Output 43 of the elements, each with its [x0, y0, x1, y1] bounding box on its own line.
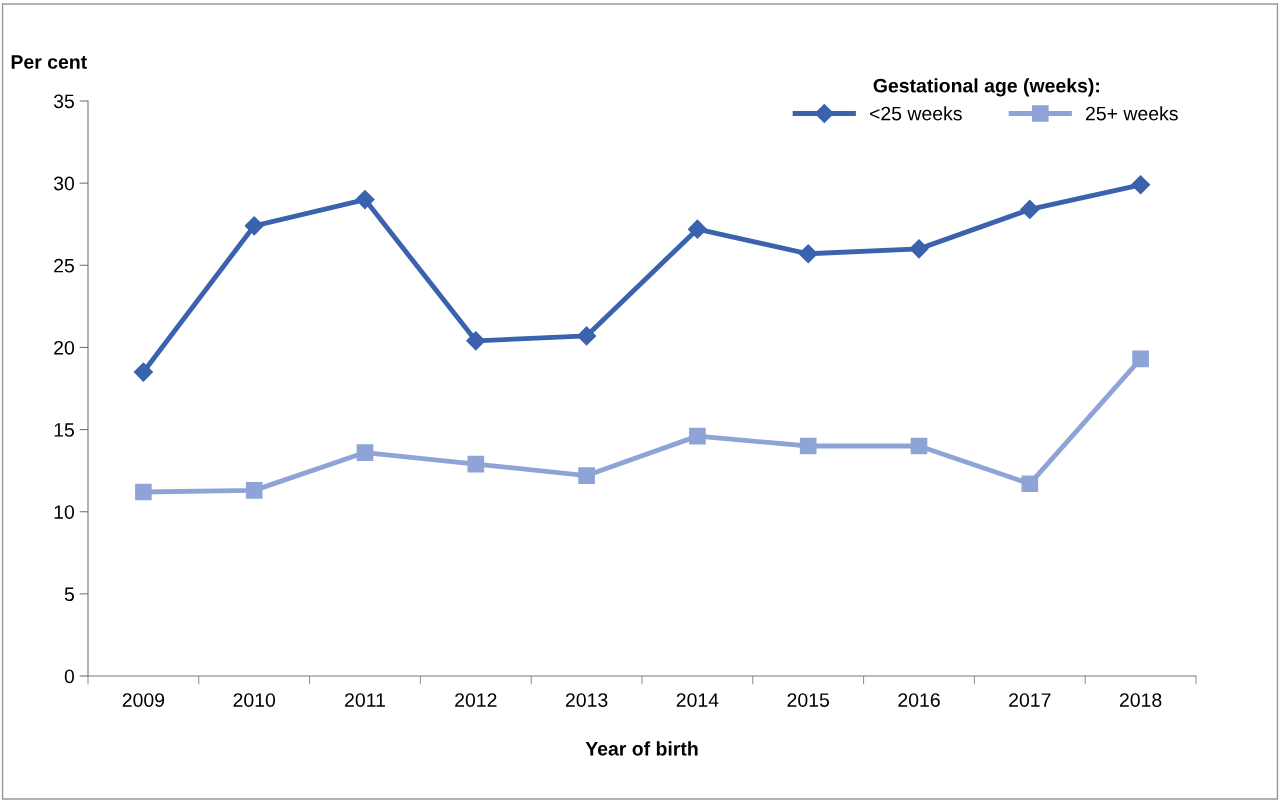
- y-tick-label: 30: [53, 176, 75, 191]
- y-tick-label: 10: [54, 505, 75, 519]
- point: [909, 239, 929, 259]
- y-tick-label: 35: [53, 94, 74, 109]
- point: [1020, 199, 1040, 219]
- x-tick-label: 2018: [1119, 693, 1162, 707]
- point: [466, 331, 486, 351]
- x-tick-label: 2010: [233, 693, 276, 707]
- point: [355, 190, 375, 210]
- point: [245, 482, 263, 499]
- point: [577, 326, 597, 346]
- point: [910, 437, 928, 455]
- x-axis-title: Year of birth: [585, 741, 698, 756]
- x-tick-label: 2015: [787, 693, 830, 707]
- point: [133, 362, 153, 382]
- legend-label: <25 weeks: [869, 106, 962, 121]
- x-tick-label: 2014: [676, 693, 719, 707]
- point: [1131, 175, 1151, 195]
- y-tick-label: 5: [64, 587, 74, 602]
- y-tick-label: 20: [54, 340, 75, 355]
- point: [244, 216, 264, 236]
- x-tick-label: 2016: [898, 693, 940, 707]
- point: [799, 437, 817, 455]
- legend-title: Gestational age (weeks):: [873, 78, 1099, 97]
- point: [356, 444, 374, 461]
- y-axis-title: Per cent: [11, 55, 87, 69]
- x-tick-label: 2017: [1009, 693, 1051, 707]
- x-tick-label: 2012: [455, 693, 497, 707]
- point: [689, 427, 706, 445]
- x-tick-label: 2009: [122, 693, 165, 707]
- point: [578, 467, 595, 484]
- x-tick-label: 2011: [345, 693, 385, 707]
- legend-label: 25+ weeks: [1085, 106, 1178, 121]
- point: [798, 244, 818, 264]
- y-tick-label: 0: [64, 669, 75, 684]
- point: [1132, 350, 1149, 368]
- y-tick-label: 25: [54, 258, 74, 273]
- point: [687, 219, 707, 239]
- y-tick-label: 15: [54, 423, 74, 437]
- point: [467, 455, 485, 473]
- x-tick-label: 2013: [565, 693, 608, 707]
- point: [135, 483, 152, 501]
- point: [1021, 475, 1039, 493]
